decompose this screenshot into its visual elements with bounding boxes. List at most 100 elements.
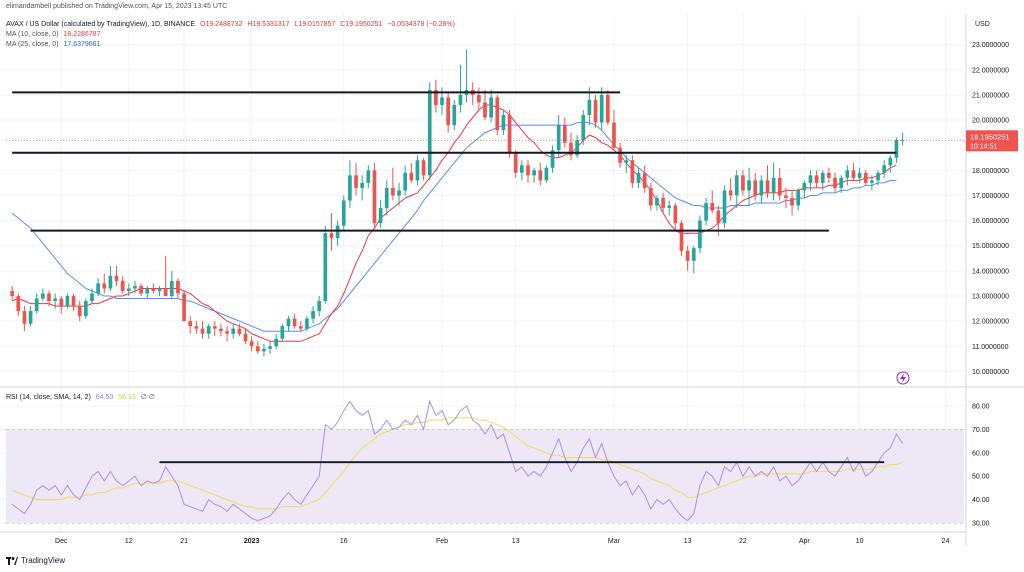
ma25-legend[interactable]: MA (25, close, 0) 17.6379661 [6, 41, 103, 48]
candle[interactable] [360, 175, 365, 201]
candle[interactable] [96, 278, 100, 297]
candle[interactable] [409, 162, 414, 183]
candle[interactable] [679, 220, 684, 256]
candle[interactable] [691, 245, 696, 274]
rsi-axis[interactable]: 80.00 70.00 60.00 50.00 40.00 30.00 [972, 404, 990, 528]
candle[interactable] [53, 293, 57, 309]
candle[interactable] [808, 170, 813, 191]
candle[interactable] [163, 255, 168, 297]
candle[interactable] [305, 316, 309, 332]
candle[interactable] [894, 137, 899, 163]
candle[interactable] [83, 298, 88, 319]
candle[interactable] [544, 165, 549, 183]
candle[interactable] [618, 142, 622, 168]
candle[interactable] [796, 187, 801, 211]
candle[interactable] [182, 290, 186, 322]
candle[interactable] [169, 270, 174, 299]
candle[interactable] [526, 160, 530, 183]
candle[interactable] [415, 155, 420, 186]
candle[interactable] [22, 306, 27, 332]
candle[interactable] [391, 167, 395, 201]
candle[interactable] [348, 160, 352, 209]
candle[interactable] [206, 323, 211, 339]
candle[interactable] [888, 155, 893, 173]
candle[interactable] [581, 109, 586, 146]
candle[interactable] [513, 150, 518, 178]
candle[interactable] [710, 190, 715, 214]
candle[interactable] [225, 326, 229, 342]
candle[interactable] [569, 132, 573, 161]
candle[interactable] [655, 195, 659, 211]
candle[interactable] [397, 182, 401, 206]
symbol-title[interactable]: AVAX / US Dollar (calculated by TradingV… [6, 21, 196, 28]
candle[interactable] [366, 165, 371, 188]
candle[interactable] [863, 170, 868, 186]
candle[interactable] [219, 323, 223, 337]
candle[interactable] [661, 192, 665, 214]
candle[interactable] [120, 275, 125, 294]
candle[interactable] [268, 341, 272, 354]
candle[interactable] [292, 313, 297, 329]
candle[interactable] [16, 293, 21, 317]
candle[interactable] [458, 64, 463, 113]
candle[interactable] [231, 323, 236, 339]
candle[interactable] [378, 200, 383, 229]
candle[interactable] [10, 285, 14, 302]
candle[interactable] [65, 293, 70, 309]
candle[interactable] [341, 195, 346, 231]
candle[interactable] [194, 321, 199, 334]
candle[interactable] [151, 283, 156, 294]
candle[interactable] [851, 162, 856, 181]
candle[interactable] [274, 333, 279, 349]
candle[interactable] [900, 132, 905, 146]
candle[interactable] [845, 165, 850, 186]
candle[interactable] [642, 165, 647, 193]
candle[interactable] [200, 321, 205, 339]
tradingview-logo[interactable]: TradingView [6, 556, 65, 565]
price-axis[interactable]: 23.0000000 22.0000000 21.0000000 20.0000000… [972, 42, 1009, 376]
candle[interactable] [384, 180, 389, 216]
candle[interactable] [114, 265, 119, 286]
candle[interactable] [421, 157, 426, 181]
candle[interactable] [802, 180, 807, 198]
symbol-legend[interactable]: AVAX / US Dollar (calculated by TradingV… [6, 21, 458, 28]
candle[interactable] [599, 87, 604, 131]
candle[interactable] [372, 162, 377, 229]
candle[interactable] [495, 94, 500, 136]
candle[interactable] [667, 200, 672, 216]
candle[interactable] [612, 109, 616, 151]
candle[interactable] [317, 296, 322, 317]
candle[interactable] [90, 288, 94, 304]
candle[interactable] [427, 82, 432, 181]
candle[interactable] [520, 160, 524, 181]
candle[interactable] [575, 135, 579, 158]
candle[interactable] [176, 278, 180, 299]
candle[interactable] [722, 185, 727, 229]
candle[interactable] [777, 167, 782, 201]
candle[interactable] [648, 182, 653, 211]
candle[interactable] [446, 92, 450, 133]
candle[interactable] [784, 187, 788, 209]
candle[interactable] [734, 170, 739, 209]
candle[interactable] [354, 162, 358, 196]
candle[interactable] [833, 172, 837, 193]
candle[interactable] [820, 170, 825, 191]
candle[interactable] [477, 87, 481, 110]
candle[interactable] [759, 175, 764, 203]
candle[interactable] [59, 296, 64, 314]
candle[interactable] [34, 293, 39, 314]
candle[interactable] [489, 89, 493, 123]
candle[interactable] [71, 293, 76, 312]
candle[interactable] [550, 145, 555, 173]
candle[interactable] [28, 306, 33, 327]
candle[interactable] [286, 316, 291, 332]
candle[interactable] [870, 175, 874, 191]
candle[interactable] [562, 117, 567, 148]
candle[interactable] [704, 197, 708, 226]
ma10-legend[interactable]: MA (10, close, 0) 18.2286787 [6, 31, 103, 38]
candle[interactable] [280, 323, 285, 342]
candle[interactable] [403, 165, 408, 196]
candle[interactable] [839, 175, 844, 193]
alert-icon[interactable] [896, 371, 910, 385]
candle[interactable] [532, 167, 536, 183]
